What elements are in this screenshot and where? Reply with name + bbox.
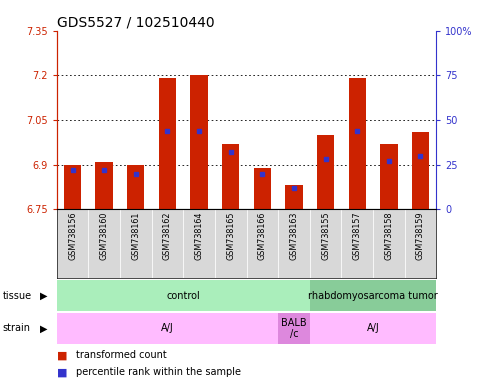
Bar xyxy=(349,78,366,209)
Text: GSM738155: GSM738155 xyxy=(321,211,330,260)
Bar xyxy=(253,168,271,209)
Text: GSM738162: GSM738162 xyxy=(163,211,172,260)
Text: GSM738166: GSM738166 xyxy=(258,211,267,260)
Text: GSM738163: GSM738163 xyxy=(289,211,298,260)
Bar xyxy=(57,280,310,311)
Text: percentile rank within the sample: percentile rank within the sample xyxy=(76,367,242,377)
Text: GSM738164: GSM738164 xyxy=(195,211,204,260)
Text: GSM738165: GSM738165 xyxy=(226,211,235,260)
Text: ■: ■ xyxy=(57,350,67,360)
Text: A/J: A/J xyxy=(161,323,174,333)
Bar xyxy=(341,209,373,278)
Bar xyxy=(57,209,88,278)
Text: ▶: ▶ xyxy=(39,291,47,301)
Bar xyxy=(64,165,81,209)
Bar xyxy=(152,209,183,278)
Text: GSM738161: GSM738161 xyxy=(131,211,141,260)
Bar xyxy=(380,144,397,209)
Bar xyxy=(57,313,278,344)
Text: transformed count: transformed count xyxy=(76,350,167,360)
Bar xyxy=(412,132,429,209)
Bar xyxy=(310,313,436,344)
Bar xyxy=(317,135,334,209)
Text: GSM738159: GSM738159 xyxy=(416,211,425,260)
Text: GSM738160: GSM738160 xyxy=(100,211,108,260)
Text: GSM738158: GSM738158 xyxy=(385,211,393,260)
Text: A/J: A/J xyxy=(367,323,380,333)
Text: control: control xyxy=(166,291,200,301)
Bar xyxy=(159,78,176,209)
Text: GDS5527 / 102510440: GDS5527 / 102510440 xyxy=(57,16,214,30)
Text: GSM738157: GSM738157 xyxy=(352,211,362,260)
Bar xyxy=(120,209,152,278)
Bar xyxy=(215,209,246,278)
Bar xyxy=(310,209,341,278)
Bar xyxy=(285,185,303,209)
Bar xyxy=(88,209,120,278)
Bar xyxy=(310,280,436,311)
Bar xyxy=(96,162,113,209)
Text: strain: strain xyxy=(2,323,31,333)
Bar xyxy=(127,165,144,209)
Text: ▶: ▶ xyxy=(39,323,47,333)
Text: BALB
/c: BALB /c xyxy=(281,318,307,339)
Bar xyxy=(246,209,278,278)
Text: ■: ■ xyxy=(57,367,67,377)
Bar xyxy=(405,209,436,278)
Bar xyxy=(278,209,310,278)
Bar xyxy=(373,209,405,278)
Bar xyxy=(190,75,208,209)
Text: rhabdomyosarcoma tumor: rhabdomyosarcoma tumor xyxy=(308,291,438,301)
Text: tissue: tissue xyxy=(2,291,32,301)
Bar xyxy=(222,144,240,209)
Text: GSM738156: GSM738156 xyxy=(68,211,77,260)
Bar xyxy=(278,313,310,344)
Bar xyxy=(183,209,215,278)
